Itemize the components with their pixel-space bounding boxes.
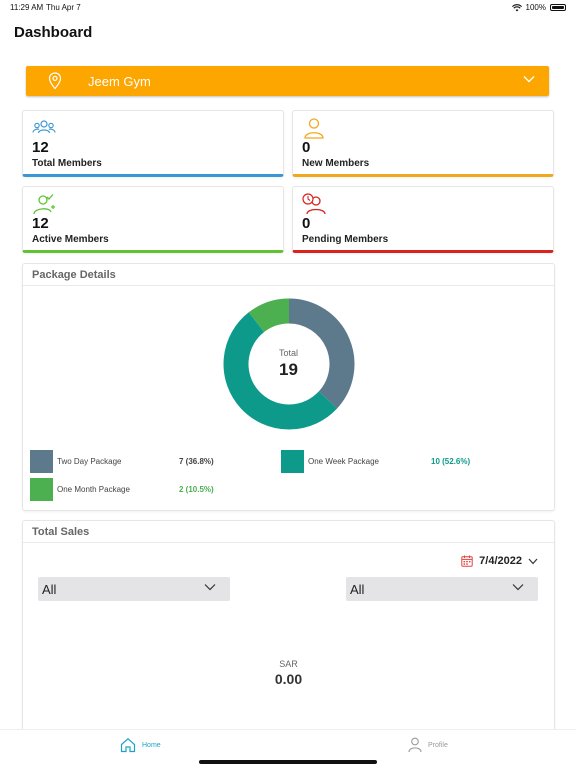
tab-home[interactable]: Home xyxy=(120,737,161,753)
section-title: Package Details xyxy=(32,269,116,281)
legend-swatch xyxy=(281,450,304,473)
legend-item xyxy=(281,450,304,473)
status-time: 11:29 AM xyxy=(10,3,44,12)
total-sales-card: Total Sales 7/4/2022 All All SAR 0. xyxy=(22,520,555,735)
sales-filter-left[interactable]: All xyxy=(38,577,230,601)
stat-card-pending-members[interactable]: 0 Pending Members xyxy=(292,186,554,253)
package-donut-chart xyxy=(223,298,355,430)
selected-date: 7/4/2022 xyxy=(479,555,522,567)
tab-profile[interactable]: Profile xyxy=(408,737,448,753)
wifi-icon xyxy=(511,3,522,11)
pending-person-icon xyxy=(302,193,326,215)
chevron-down-icon xyxy=(523,76,535,83)
chevron-down-icon xyxy=(528,558,538,564)
chevron-down-icon xyxy=(512,584,524,591)
gym-selector[interactable]: Jeem Gym xyxy=(26,66,549,96)
location-pin-icon xyxy=(48,72,62,90)
stat-value: 0 xyxy=(302,139,311,156)
stat-value: 0 xyxy=(302,215,311,232)
sales-filter-right[interactable]: All xyxy=(346,577,538,601)
section-header: Package Details xyxy=(23,264,554,286)
sales-currency: SAR xyxy=(279,659,298,669)
tab-profile-label: Profile xyxy=(428,741,448,749)
legend-value: 10 (52.6%) xyxy=(431,457,471,466)
legend-name: One Month Package xyxy=(57,485,130,494)
donut-center-value: 19 xyxy=(279,360,298,379)
stat-label: Pending Members xyxy=(302,234,389,245)
stat-label: Total Members xyxy=(32,158,102,169)
home-icon xyxy=(120,738,136,753)
chevron-down-icon xyxy=(204,584,216,591)
date-picker[interactable]: 7/4/2022 xyxy=(461,555,538,567)
legend-value: 2 (10.5%) xyxy=(179,485,214,494)
legend-swatch xyxy=(30,450,53,473)
donut-center-label: Total xyxy=(278,348,298,358)
person-icon xyxy=(304,118,324,139)
stat-card-total-members[interactable]: 12 Total Members xyxy=(22,110,284,177)
package-details-card: Package Details Total 19 Two Day Package… xyxy=(22,263,555,511)
stat-value: 12 xyxy=(32,139,49,156)
legend-item xyxy=(30,450,53,473)
stat-value: 12 xyxy=(32,215,49,232)
stat-card-new-members[interactable]: 0 New Members xyxy=(292,110,554,177)
filter-value: All xyxy=(42,582,57,597)
legend-name: One Week Package xyxy=(308,457,380,466)
donut-slice-one-month-package xyxy=(248,298,290,333)
sales-amount: 0.00 xyxy=(274,671,303,687)
donut-slice-one-week-package xyxy=(223,312,338,430)
gym-name: Jeem Gym xyxy=(88,74,151,89)
legend-item xyxy=(30,478,53,501)
status-right: 100% xyxy=(511,3,566,12)
page-title: Dashboard xyxy=(14,24,93,41)
calendar-icon xyxy=(461,555,473,567)
group-icon xyxy=(32,120,56,134)
profile-icon xyxy=(408,737,422,753)
stat-label: Active Members xyxy=(32,234,109,245)
active-person-icon xyxy=(33,194,55,215)
tab-home-label: Home xyxy=(142,741,161,749)
home-indicator xyxy=(199,760,377,764)
section-title: Total Sales xyxy=(32,526,90,538)
filter-value: All xyxy=(350,582,365,597)
stat-card-active-members[interactable]: 12 Active Members xyxy=(22,186,284,253)
section-header: Total Sales xyxy=(23,521,554,543)
stat-label: New Members xyxy=(302,158,370,169)
battery-percent: 100% xyxy=(525,3,546,12)
legend-value: 7 (36.8%) xyxy=(179,457,214,466)
status-date: Thu Apr 7 xyxy=(46,3,81,12)
status-bar: 11:29 AM Thu Apr 7 100% xyxy=(0,0,576,14)
donut-slice-two-day-package xyxy=(288,298,355,409)
legend-name: Two Day Package xyxy=(57,457,122,466)
battery-icon xyxy=(550,4,566,11)
legend-swatch xyxy=(30,478,53,501)
